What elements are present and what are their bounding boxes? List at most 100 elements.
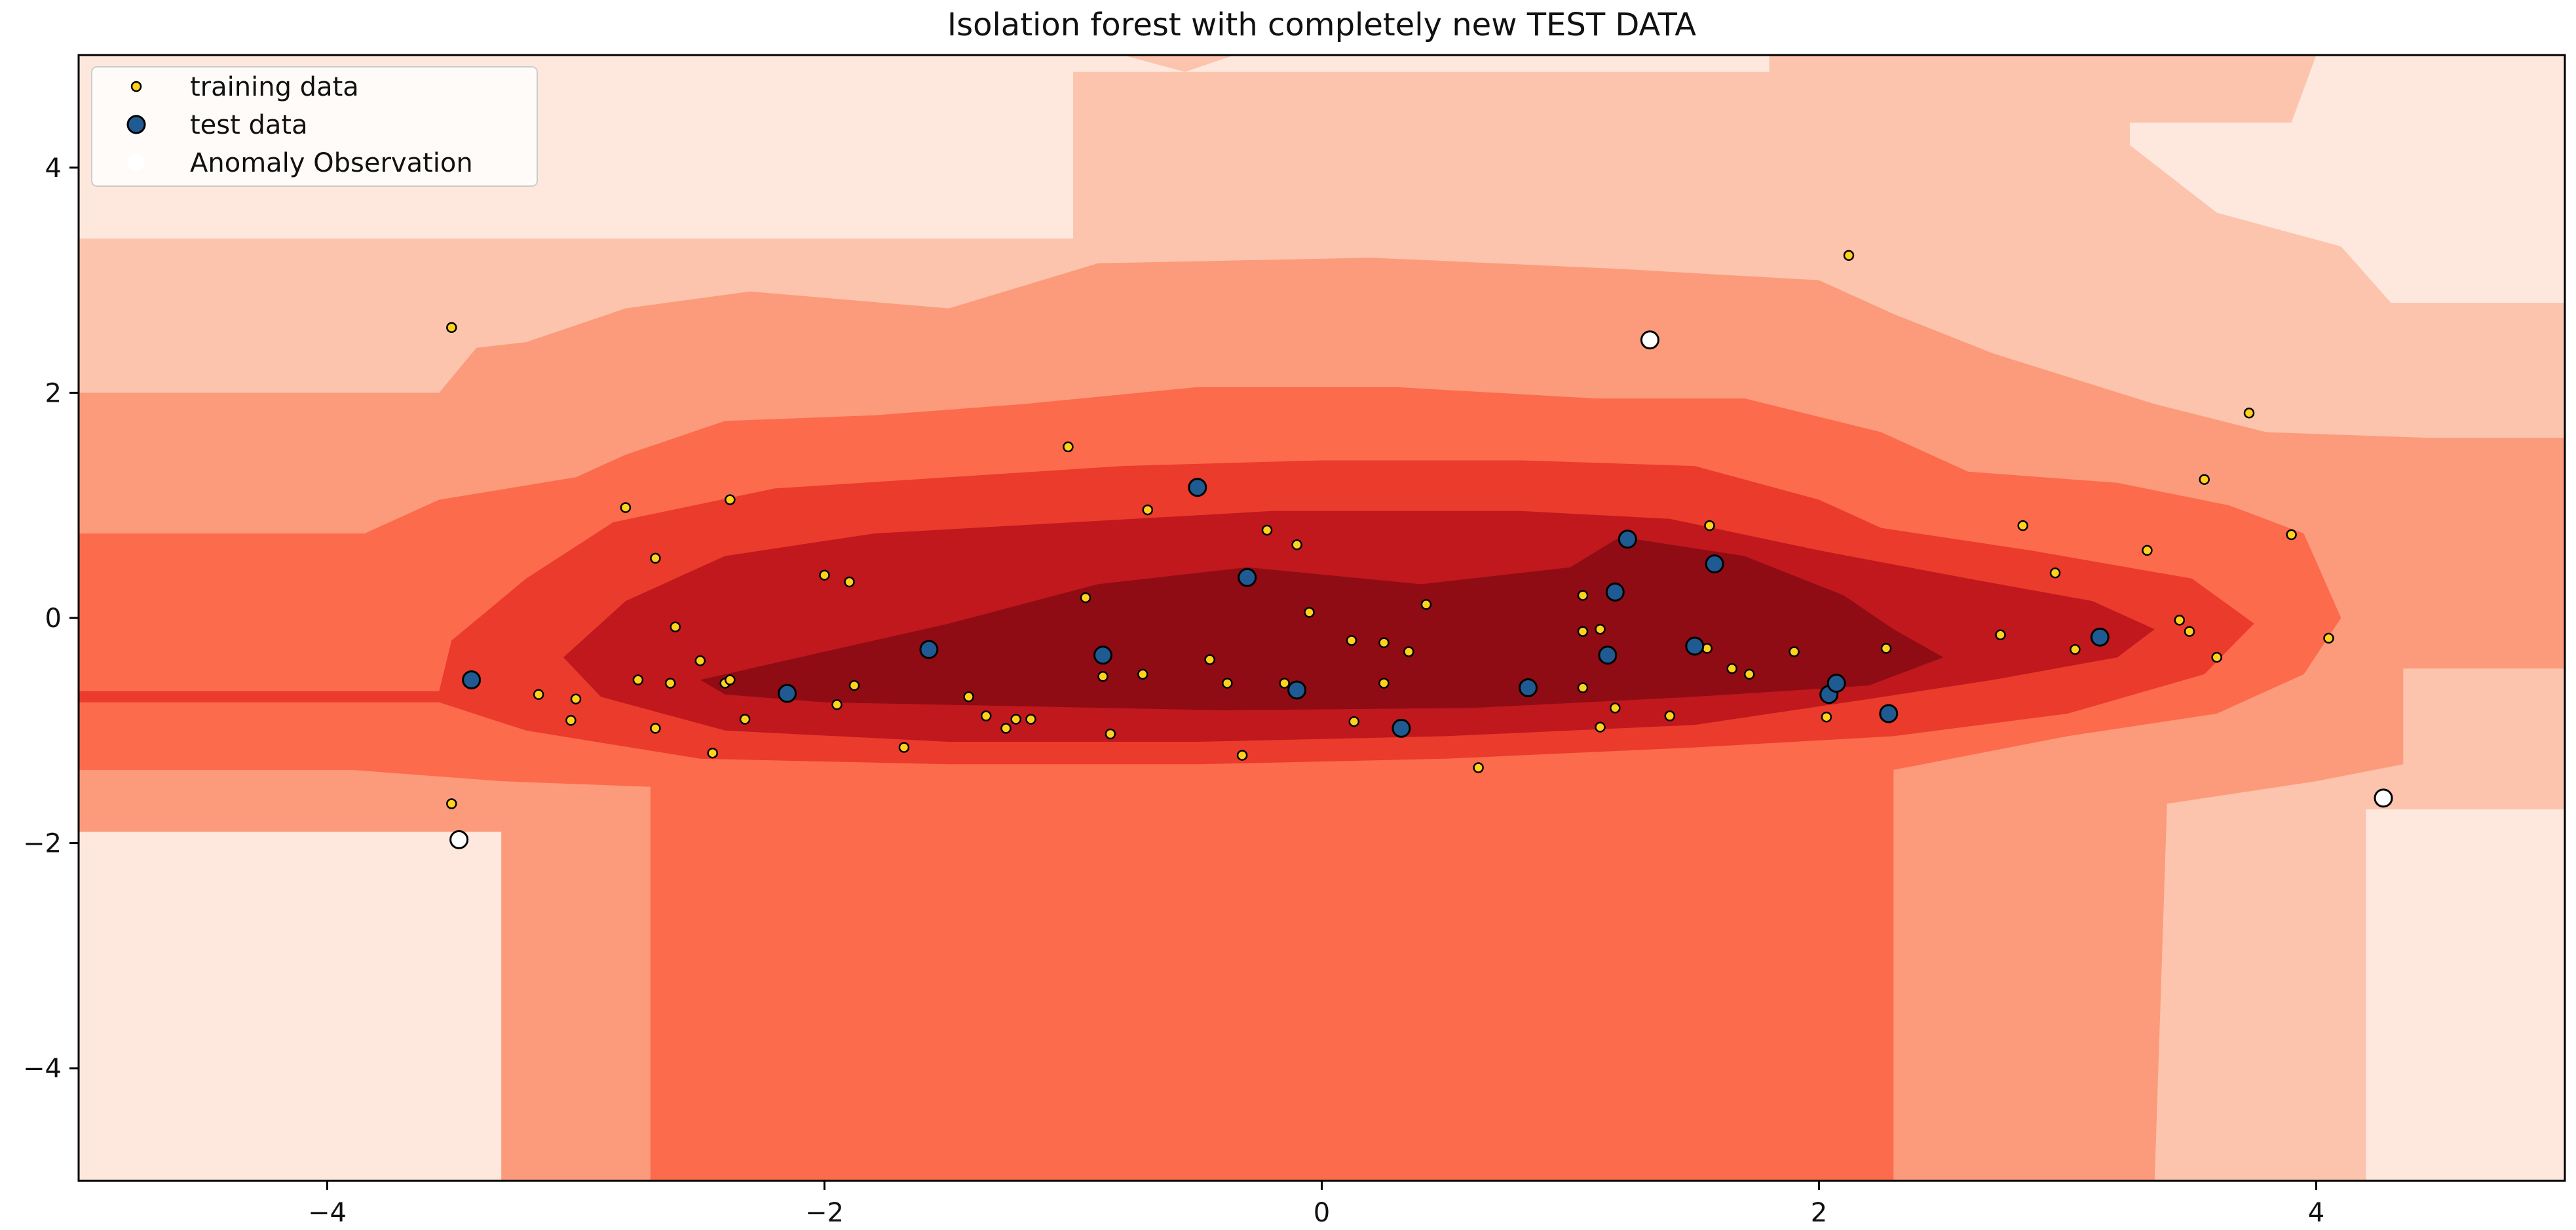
legend-box	[91, 66, 538, 187]
y-tick-label: −4	[23, 1054, 62, 1084]
scatter-series	[446, 250, 2393, 849]
training-point	[844, 576, 855, 588]
training-point	[1025, 714, 1036, 725]
training-point	[1000, 723, 1012, 734]
legend-marker-anomaly	[128, 154, 145, 171]
training-point	[1473, 762, 1484, 773]
legend-marker-test	[126, 115, 146, 134]
test-point	[1093, 645, 1112, 665]
training-point	[650, 552, 661, 564]
y-tick-label: 0	[45, 604, 62, 634]
training-point	[980, 710, 992, 721]
test-point	[462, 670, 482, 689]
training-point	[1063, 441, 1074, 453]
anomaly-point	[1640, 330, 1659, 350]
training-point	[1743, 668, 1755, 680]
test-point	[1392, 718, 1411, 738]
legend: training data test data Anomaly Observatio…	[91, 66, 538, 187]
training-point	[1105, 728, 1116, 740]
test-point	[1598, 645, 1618, 665]
x-tick-label: 2	[1811, 1198, 1827, 1228]
test-point	[1618, 529, 1637, 549]
training-point	[570, 693, 582, 704]
training-point	[1346, 635, 1357, 646]
training-point	[739, 714, 751, 725]
training-point	[1304, 607, 1315, 618]
training-point	[694, 655, 706, 666]
training-point	[1010, 714, 1021, 725]
training-point	[446, 798, 457, 809]
training-point	[1378, 678, 1390, 689]
y-tick-label: 2	[45, 378, 62, 408]
training-point	[848, 680, 860, 691]
training-point	[963, 691, 974, 702]
training-point	[1577, 626, 1589, 637]
training-point	[2199, 474, 2210, 485]
test-point	[1685, 636, 1705, 656]
training-point	[1097, 671, 1108, 682]
test-point	[1705, 554, 1724, 573]
training-point	[620, 502, 632, 513]
anomaly-point	[449, 830, 469, 849]
test-point	[2090, 627, 2110, 647]
training-point	[1222, 678, 1233, 689]
training-point	[1843, 250, 1855, 261]
training-point	[1142, 504, 1154, 516]
test-point	[1827, 674, 1846, 693]
test-point	[1238, 567, 1257, 587]
test-point	[1519, 678, 1538, 697]
training-point	[1595, 721, 1606, 733]
training-point	[1789, 646, 1800, 657]
training-point	[650, 723, 661, 734]
legend-label: Anomaly Observation	[190, 148, 473, 178]
training-point	[1704, 520, 1715, 531]
training-point	[1261, 524, 1273, 536]
training-point	[1420, 599, 1432, 610]
training-point	[670, 621, 681, 632]
axes: −4 −2 0 2 4 −4 −2 0 2 4	[23, 153, 2324, 1228]
training-point	[725, 494, 736, 505]
training-point	[565, 715, 577, 726]
training-point	[1610, 702, 1621, 714]
training-point	[2211, 651, 2222, 663]
test-point	[919, 640, 939, 659]
anomaly-score-contour	[79, 55, 2565, 1181]
training-point	[2142, 545, 2153, 556]
training-point	[2323, 632, 2334, 644]
training-point	[2184, 626, 2195, 637]
training-point	[819, 569, 830, 581]
test-point	[1605, 583, 1625, 602]
legend-label: test data	[190, 110, 308, 140]
test-point	[1188, 478, 1207, 497]
y-tick-label: −2	[23, 829, 62, 859]
training-point	[2049, 567, 2061, 579]
x-tick-label: −2	[805, 1198, 844, 1228]
training-point	[1995, 629, 2006, 641]
chart-title: Isolation forest with completely new TES…	[947, 7, 1697, 43]
training-point	[898, 742, 910, 753]
training-point	[1236, 750, 1248, 761]
legend-label: training data	[190, 72, 359, 102]
training-point	[2070, 644, 2081, 655]
training-point	[1080, 592, 1091, 604]
training-point	[707, 747, 718, 759]
training-point	[1378, 637, 1390, 649]
anomaly-point	[2374, 788, 2393, 808]
contour-level-7	[700, 537, 1944, 710]
legend-marker-training	[130, 81, 142, 92]
test-point	[1287, 680, 1307, 700]
training-point	[1403, 646, 1414, 657]
training-point	[2243, 408, 2255, 419]
training-point	[664, 678, 676, 689]
test-point	[1879, 704, 1899, 723]
training-point	[632, 674, 644, 685]
training-point	[1726, 663, 1737, 674]
training-point	[1204, 654, 1215, 665]
training-point	[1577, 682, 1589, 693]
x-tick-label: −4	[308, 1198, 347, 1228]
training-point	[1664, 710, 1676, 721]
training-point	[1291, 539, 1302, 550]
y-tick-label: 4	[45, 153, 62, 183]
